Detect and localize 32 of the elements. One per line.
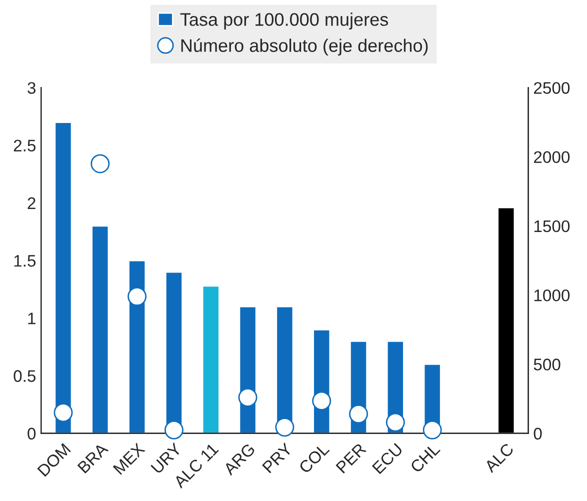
point (422, 420, 442, 440)
y-tick-label: 2 (28, 197, 36, 209)
bar (54, 122, 72, 434)
y2-tick-label: 0 (534, 428, 542, 440)
y2-tick-label: 500 (534, 358, 560, 370)
point (275, 418, 294, 437)
y-tick-label: 1.5 (14, 255, 36, 267)
point (128, 286, 147, 306)
y2-tick-label: 1000 (534, 289, 570, 302)
point (238, 388, 258, 407)
bar (91, 225, 110, 434)
point (312, 391, 332, 410)
y-tick-label: 1 (28, 312, 36, 324)
point (54, 403, 73, 422)
y2-tick-label: 2000 (534, 151, 570, 164)
bar (202, 285, 220, 434)
bar (497, 206, 516, 434)
y2-tick-label: 1500 (534, 220, 570, 232)
x-tick-label: COL (298, 442, 330, 474)
legend-label: Tasa por 100.000 mujeres (180, 12, 388, 30)
x-tick-label: CHL (410, 442, 441, 474)
y2-tick-label: 2500 (534, 82, 570, 94)
point (164, 420, 184, 440)
x-tick-label: BRA (77, 442, 109, 474)
legend-label: Número absoluto (eje derecho) (181, 38, 428, 56)
bar (128, 260, 146, 434)
y-tick-label: 0.5 (14, 370, 36, 382)
y-tick-label: 0 (28, 428, 36, 440)
y-tick-label: 3 (28, 82, 36, 94)
y-tick-label: 2.5 (14, 140, 36, 152)
point (386, 412, 405, 432)
point (349, 404, 368, 424)
